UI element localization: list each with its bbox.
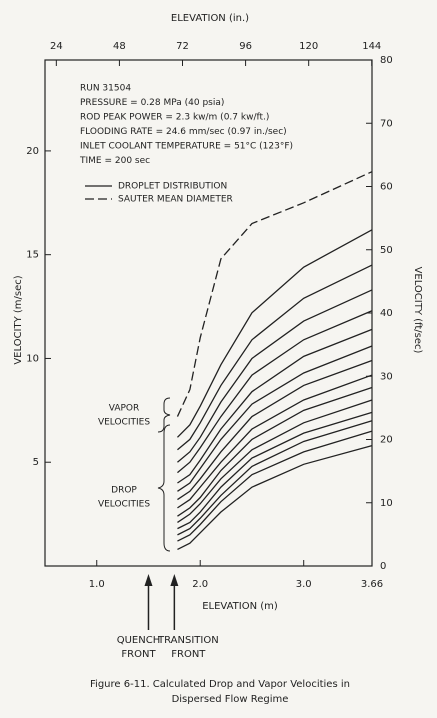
velocity-curve <box>177 386 373 517</box>
x-axis-label: ELEVATION (m) <box>202 601 278 612</box>
velocity-curve <box>177 359 373 501</box>
velocity-curve <box>177 374 373 509</box>
top-axis-label: ELEVATION (in.) <box>171 13 249 24</box>
velocity-curve <box>177 328 373 484</box>
y2-tick-label: 30 <box>380 371 393 382</box>
y-tick-label: 10 <box>26 353 39 364</box>
run-info: PRESSURE = 0.28 MPa (40 psia) <box>80 98 224 108</box>
x2-tick-label: 24 <box>50 41 63 52</box>
x2-tick-label: 96 <box>239 41 252 52</box>
x-tick-label: 3.66 <box>361 579 383 590</box>
run-info: TIME = 200 sec <box>79 156 150 166</box>
x2-tick-label: 72 <box>176 41 189 52</box>
y-tick-label: 15 <box>26 250 39 261</box>
x2-tick-label: 48 <box>113 41 126 52</box>
y-tick-label: 20 <box>26 146 39 157</box>
front-label: FRONT <box>171 649 206 660</box>
brace-label: DROP <box>111 486 137 496</box>
velocity-curve <box>177 399 373 523</box>
x-tick-label: 2.0 <box>192 579 208 590</box>
velocity-curve <box>177 310 373 474</box>
front-label: QUENCH <box>117 635 161 646</box>
x-tick-label: 1.0 <box>89 579 105 590</box>
front-label: TRANSITION <box>157 635 219 646</box>
y2-tick-label: 40 <box>380 308 393 319</box>
x2-tick-label: 144 <box>362 41 381 52</box>
y2-tick-label: 80 <box>380 55 393 66</box>
y2-axis-label: VELOCITY (ft/sec) <box>412 267 423 354</box>
velocity-curve <box>177 264 373 451</box>
vapor-brace <box>157 397 171 433</box>
velocity-curve <box>177 430 373 542</box>
run-info: ROD PEAK POWER = 2.3 kw/m (0.7 kw/ft.) <box>80 113 269 123</box>
arrow-head <box>170 574 179 586</box>
y2-tick-label: 20 <box>380 435 393 446</box>
brace-label: VELOCITIES <box>98 418 150 428</box>
velocity-curve <box>176 171 373 417</box>
y2-tick-label: 10 <box>380 498 393 509</box>
velocity-curve <box>176 229 373 438</box>
y2-tick-label: 50 <box>380 245 393 256</box>
velocity-curve <box>177 289 373 463</box>
legend-label: SAUTER MEAN DIAMETER <box>118 195 233 205</box>
x2-tick-label: 120 <box>299 41 318 52</box>
x-tick-label: 3.0 <box>296 579 312 590</box>
run-info: FLOODING RATE = 24.6 mm/sec (0.97 in./se… <box>80 127 287 137</box>
y2-tick-label: 70 <box>380 118 393 129</box>
velocity-curve <box>177 444 373 550</box>
run-info: INLET COOLANT TEMPERATURE = 51°C (123°F) <box>80 142 293 152</box>
velocity-curve <box>177 345 373 492</box>
legend-label: DROPLET DISTRIBUTION <box>118 182 227 192</box>
brace-label: VAPOR <box>109 404 140 414</box>
y-tick-label: 5 <box>33 457 39 468</box>
y-axis-label: VELOCITY (m/sec) <box>13 275 24 364</box>
front-label: FRONT <box>121 649 156 660</box>
y2-tick-label: 60 <box>380 182 393 193</box>
brace-label: VELOCITIES <box>98 500 150 510</box>
caption: Figure 6-11. Calculated Drop and Vapor V… <box>90 679 350 690</box>
velocity-curve <box>177 411 373 530</box>
velocity-curve <box>177 420 373 536</box>
arrow-head <box>144 574 153 586</box>
y2-tick-label: 0 <box>380 561 386 572</box>
caption: Dispersed Flow Regime <box>172 694 289 705</box>
run-info: RUN 31504 <box>80 84 131 94</box>
drop-brace <box>157 424 171 552</box>
